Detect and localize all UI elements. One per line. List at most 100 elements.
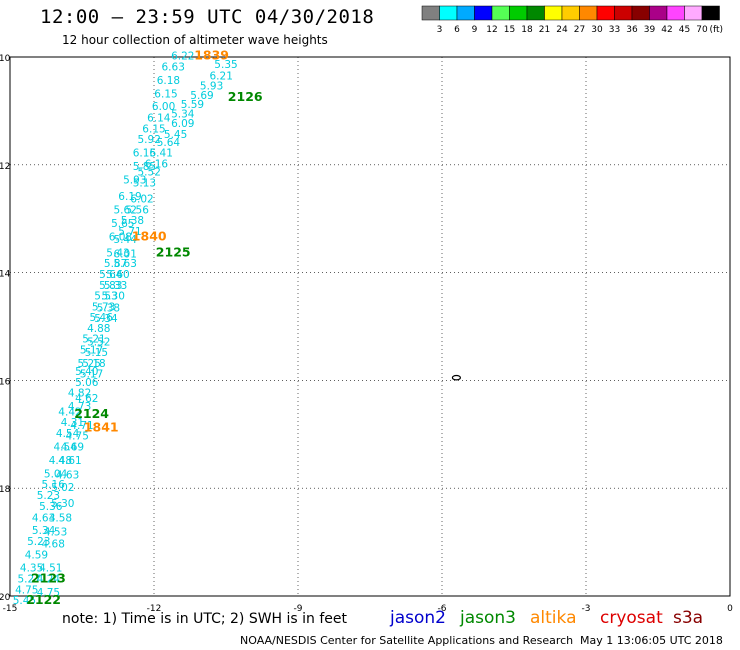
wave-height-value: 4.75 bbox=[66, 431, 89, 443]
wave-height-value: 4.48 bbox=[49, 455, 72, 467]
wave-height-value: 5.44 bbox=[114, 234, 138, 246]
wave-height-value: 5.38 bbox=[121, 215, 144, 227]
pass-number-label: 2124 bbox=[74, 406, 109, 421]
legend-altika: altika bbox=[530, 608, 577, 628]
wave-height-value: 5.13 bbox=[133, 177, 156, 189]
wave-height-value: 5.06 bbox=[75, 377, 99, 389]
wave-height-value: 5.53 bbox=[94, 291, 117, 303]
wave-height-value: 5.63 bbox=[114, 258, 137, 270]
wave-height-value: 5.40 bbox=[75, 366, 98, 378]
pass-number-label: 1840 bbox=[132, 228, 167, 243]
wave-height-value: 5.45 bbox=[164, 129, 187, 141]
lat-tick-label: -16 bbox=[0, 377, 11, 387]
wave-height-value: 5.25 bbox=[78, 358, 101, 370]
color-bin-label: 24 bbox=[556, 25, 568, 35]
wave-height-value: 5.71 bbox=[118, 226, 141, 238]
page-subtitle: 12 hour collection of altimeter wave hei… bbox=[62, 33, 328, 47]
wave-height-value: 5.38 bbox=[97, 302, 120, 314]
wave-height-value: 4.24 bbox=[37, 574, 61, 586]
wave-height-value: 5.93 bbox=[123, 175, 146, 187]
pass-number-label: 1841 bbox=[84, 420, 119, 435]
generation-timestamp: May 1 13:06:05 UTC 2018 bbox=[580, 634, 723, 647]
color-bin-label: 33 bbox=[609, 25, 620, 35]
wave-height-value: 5.60 bbox=[106, 269, 129, 281]
color-bin-label: 30 bbox=[591, 25, 603, 35]
wave-height-value: 4.53 bbox=[44, 527, 67, 539]
wave-height-value: 5.64 bbox=[157, 137, 181, 149]
lat-tick-label: -14 bbox=[0, 270, 11, 280]
wave-height-value: 6.22 bbox=[171, 51, 194, 63]
color-bin-label: 15 bbox=[504, 25, 515, 35]
color-bin-label: 18 bbox=[521, 25, 533, 35]
wave-height-value: 4.63 bbox=[32, 513, 55, 525]
wave-height-value: 4.75 bbox=[37, 587, 60, 599]
wave-height-value: 4.82 bbox=[68, 388, 91, 400]
lat-tick-label: -10 bbox=[0, 54, 11, 64]
wave-height-value: 5.69 bbox=[190, 90, 213, 102]
lat-tick-label: -12 bbox=[0, 162, 10, 172]
pass-number-label: 1839 bbox=[194, 48, 229, 63]
lat-tick-label: -20 bbox=[0, 593, 11, 603]
wave-height-value: 4.54 bbox=[54, 441, 78, 453]
wave-height-value: 4.31 bbox=[61, 417, 84, 429]
color-bin-label: 9 bbox=[472, 25, 478, 35]
pass-number-label: 2126 bbox=[228, 89, 263, 104]
lon-tick-label: -15 bbox=[3, 604, 18, 614]
wave-height-value: 6.21 bbox=[210, 71, 233, 83]
wave-height-value: 6.01 bbox=[114, 249, 137, 261]
color-bin-label: 3 bbox=[437, 25, 443, 35]
wave-height-value: 5.30 bbox=[51, 498, 74, 510]
pass-number-label: 2125 bbox=[156, 244, 191, 259]
wave-height-value: 5.35 bbox=[214, 59, 237, 71]
wave-height-value: 5.18 bbox=[82, 358, 105, 370]
wave-height-value: 5.45 bbox=[13, 595, 36, 607]
color-bin bbox=[701, 5, 720, 21]
wave-height-value: 5.36 bbox=[39, 501, 63, 513]
wave-height-value: 6.15 bbox=[154, 88, 177, 100]
legend-s3a: s3a bbox=[673, 608, 704, 628]
color-bin-label: 36 bbox=[626, 25, 638, 35]
wave-height-value: 5.21 bbox=[82, 334, 105, 346]
wave-height-value: 4.42 bbox=[58, 406, 81, 418]
wave-height-value: 5.41 bbox=[150, 148, 173, 160]
color-bin-label: 45 bbox=[679, 25, 690, 35]
wave-height-value: 4.88 bbox=[87, 323, 110, 335]
lon-tick-label: -6 bbox=[438, 604, 447, 614]
wave-height-value: 6.63 bbox=[162, 61, 185, 73]
wave-height-value: 6.18 bbox=[157, 75, 180, 87]
color-bin-label: 70 bbox=[696, 25, 708, 35]
wave-height-value: 5.64 bbox=[99, 269, 123, 281]
wave-height-value: 5.16 bbox=[42, 479, 66, 491]
color-scale-units: (ft) bbox=[710, 25, 724, 35]
wave-height-value: 6.00 bbox=[152, 101, 175, 113]
wave-height-value: 5.27 bbox=[18, 574, 41, 586]
wave-height-value: 5.17 bbox=[80, 369, 103, 381]
wave-height-value: 6.16 bbox=[145, 158, 169, 170]
page-title: 12:00 — 23:59 UTC 04/30/2018 bbox=[40, 6, 375, 28]
wave-height-value: 5.56 bbox=[126, 204, 150, 216]
color-bin-label: 21 bbox=[539, 25, 550, 35]
color-bin-label: 27 bbox=[574, 25, 585, 35]
wave-height-value: 5.59 bbox=[181, 99, 204, 111]
lon-tick-label: -9 bbox=[294, 604, 303, 614]
wave-height-value: 5.93 bbox=[200, 80, 223, 92]
wave-height-value: 5.73 bbox=[92, 301, 115, 313]
color-bin-label: 6 bbox=[454, 25, 460, 35]
wave-height-value: 4.35 bbox=[20, 563, 43, 575]
wave-height-value: 4.62 bbox=[75, 393, 98, 405]
wave-height-value: 5.85 bbox=[133, 161, 156, 173]
wave-height-map: -15 -12 -9 -6 -3 0 -10 -12 -14 -16 -18 -20 6.226.63 5… bbox=[0, 48, 733, 614]
wave-height-value: 5.15 bbox=[85, 347, 108, 359]
wave-height-value: 5.02 bbox=[51, 482, 74, 494]
wave-height-value: 5.92 bbox=[138, 134, 161, 146]
wave-height-value: 5.65 bbox=[111, 218, 134, 230]
wave-height-value: 5.34 bbox=[94, 313, 118, 325]
wave-height-value: 4.61 bbox=[58, 455, 81, 467]
wave-height-value: 4.75 bbox=[15, 584, 38, 596]
footer-note: note: 1) Time is in UTC; 2) SWH is in fe… bbox=[62, 611, 348, 627]
legend-cryosat: cryosat bbox=[600, 608, 663, 628]
legend-jason3: jason3 bbox=[460, 608, 516, 628]
wave-height-value: 4.54 bbox=[56, 428, 80, 440]
wave-height-value: 6.14 bbox=[147, 113, 171, 125]
